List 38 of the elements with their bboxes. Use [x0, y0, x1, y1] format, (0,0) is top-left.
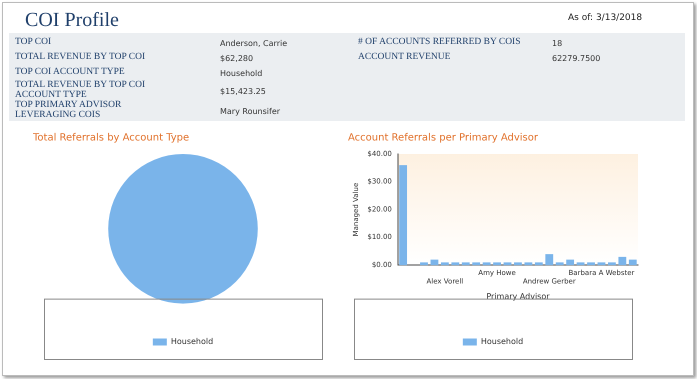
bar — [420, 262, 428, 266]
bar — [598, 262, 606, 266]
chart-title: Account Referrals per Primary Advisor — [348, 132, 539, 144]
bar — [514, 262, 522, 266]
bar — [566, 260, 574, 266]
bar — [482, 262, 491, 266]
text: ACCOUNT REVENUE — [358, 52, 450, 62]
bar — [430, 260, 438, 266]
text: TOTAL REVENUE BY TOP COI ACCOUNT TYPE — [15, 80, 146, 100]
bar — [545, 254, 554, 266]
bar — [576, 262, 584, 266]
bar — [587, 262, 595, 266]
bar — [618, 256, 626, 266]
legend-label: Household — [170, 337, 214, 346]
x-axis-title: Primary Advisor — [486, 292, 550, 301]
text: $62,280 — [220, 54, 254, 63]
bar — [504, 262, 512, 266]
text: TOTAL REVENUE BY TOP COI — [15, 52, 146, 62]
text: $15,423.25 — [220, 87, 266, 96]
text: TOP COI — [15, 37, 52, 47]
text: COI Profile — [25, 9, 119, 32]
text: Mary Rounsifer — [220, 107, 280, 116]
bar — [628, 260, 637, 266]
text: TOP COI ACCOUNT TYPE — [15, 67, 126, 77]
text: Anderson, Carrie — [220, 39, 288, 48]
legend-label: Household — [480, 337, 524, 346]
bar — [524, 262, 532, 266]
text: TOP PRIMARY ADVISOR LEVERAGING COIS — [15, 100, 122, 120]
chart-title: Total Referrals by Account Type — [32, 132, 190, 144]
bar — [399, 165, 408, 266]
bar — [440, 262, 449, 266]
text: Household — [220, 69, 262, 78]
text: 18 — [552, 39, 562, 48]
bar — [493, 262, 501, 266]
text: 62279.7500 — [552, 54, 600, 63]
bar — [608, 262, 616, 266]
text: # OF ACCOUNTS REFERRED BY COIS — [358, 37, 520, 47]
text: As of: 3/13/2018 — [568, 13, 642, 23]
